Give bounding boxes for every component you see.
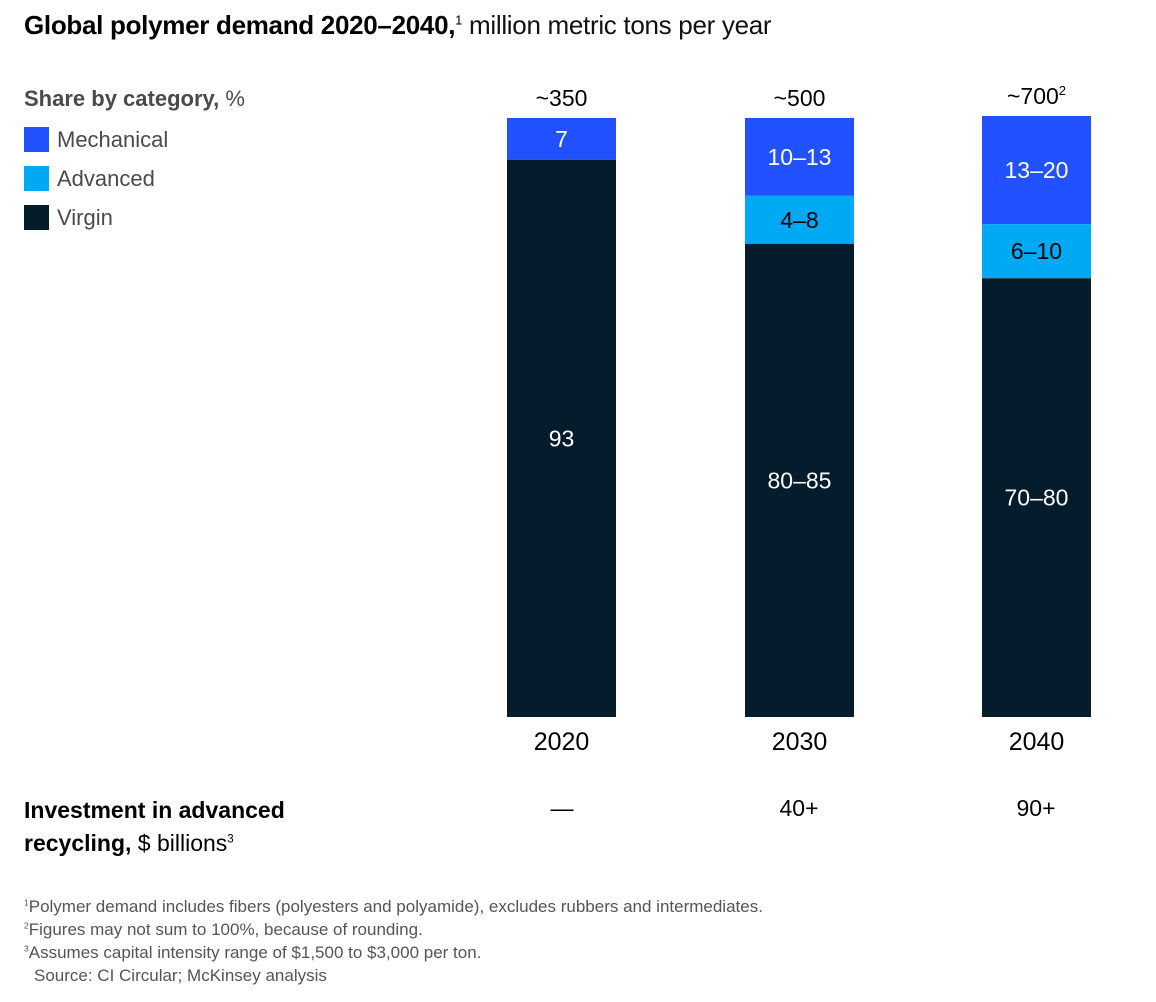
investment-label-footnote-ref: 3 (227, 833, 234, 846)
legend-item-mechanical: Mechanical (24, 120, 245, 159)
stacked-bar-chart: 7 93 ~350 2020 10–13 4–8 80–85 ~500 2030 13–20 6–1… (507, 83, 1091, 756)
bar-segment-advanced-2030 (745, 195, 854, 244)
bar-segment-mechanical-2020 (507, 118, 616, 160)
footnote-2: 2Figures may not sum to 100%, because of… (24, 918, 763, 941)
x-tick-label-2020: 2020 (534, 728, 590, 756)
legend-title-bold: Share by category, (24, 86, 220, 111)
total-label-2030: ~500 (774, 85, 826, 111)
footnote-text: Polymer demand includes fibers (polyeste… (28, 897, 763, 916)
chart-title-unit: million metric tons per year (462, 10, 772, 40)
data-label-virgin-2020: 93 (549, 425, 575, 451)
bar-segment-advanced-2040 (982, 224, 1091, 279)
footnote-marker: 1 (24, 897, 29, 908)
investment-label: Investment in advanced recycling, $ bill… (24, 794, 285, 860)
legend-swatch-virgin (24, 205, 49, 230)
chart-title-bold: Global polymer demand 2020–2040, (24, 10, 456, 40)
investment-label-bold: Investment in advanced (24, 797, 285, 823)
data-label-mechanical-2030: 10–13 (768, 144, 832, 170)
x-tick-label-2030: 2030 (772, 728, 828, 756)
footnote-marker: 2 (24, 920, 29, 931)
data-label-advanced-2040: 6–10 (1011, 238, 1062, 264)
data-label-mechanical-2040: 13–20 (1005, 157, 1069, 183)
data-label-virgin-2030: 80–85 (768, 467, 832, 493)
footnote-3: 3Assumes capital intensity range of $1,5… (24, 941, 763, 964)
legend-swatch-mechanical (24, 127, 49, 152)
data-label-mechanical-2020: 7 (555, 126, 568, 152)
investment-value-2030: 40+ (779, 795, 819, 821)
chart-title-footnote-ref: 1 (455, 12, 463, 28)
total-footnote-ref: 2 (1059, 83, 1066, 98)
footnote-text: Assumes capital intensity range of $1,50… (28, 943, 482, 962)
bar-segment-mechanical-2030 (745, 118, 854, 196)
source-note: Source: CI Circular; McKinsey analysis (34, 966, 327, 985)
x-tick-label-2040: 2040 (1009, 728, 1065, 756)
footnote-marker: 3 (24, 943, 29, 954)
legend-label: Mechanical (57, 126, 169, 152)
data-label-advanced-2030: 4–8 (780, 207, 818, 233)
legend-label: Advanced (57, 165, 155, 191)
investment-value-2040: 90+ (1016, 795, 1056, 821)
footnotes: 1Polymer demand includes fibers (polyest… (24, 895, 763, 987)
total-label-2040: ~7002 (1007, 83, 1066, 109)
total-label-2020: ~350 (536, 85, 588, 111)
legend-swatch-advanced (24, 166, 49, 191)
legend: Share by category, % Mechanical Advanced… (24, 86, 245, 237)
bar-segment-virgin-2020 (507, 159, 616, 717)
legend-label: Virgin (57, 204, 113, 230)
legend-item-virgin: Virgin (24, 198, 245, 237)
investment-value-2020: — (550, 795, 574, 821)
bar-segment-virgin-2030 (745, 243, 854, 718)
investment-label-unit: $ billions (131, 830, 228, 856)
legend-title-unit: % (219, 86, 245, 111)
bar-segment-mechanical-2040 (982, 116, 1091, 225)
footnote-1: 1Polymer demand includes fibers (polyest… (24, 895, 763, 918)
legend-item-advanced: Advanced (24, 159, 245, 198)
data-label-virgin-2040: 70–80 (1005, 485, 1069, 511)
bar-segment-virgin-2040 (982, 278, 1091, 717)
footnote-text: Figures may not sum to 100%, because of … (28, 920, 423, 939)
chart-title: Global polymer demand 2020–2040,1 millio… (24, 10, 772, 41)
legend-title: Share by category, % (24, 86, 245, 112)
investment-label-bold-line2: recycling, (24, 830, 132, 856)
